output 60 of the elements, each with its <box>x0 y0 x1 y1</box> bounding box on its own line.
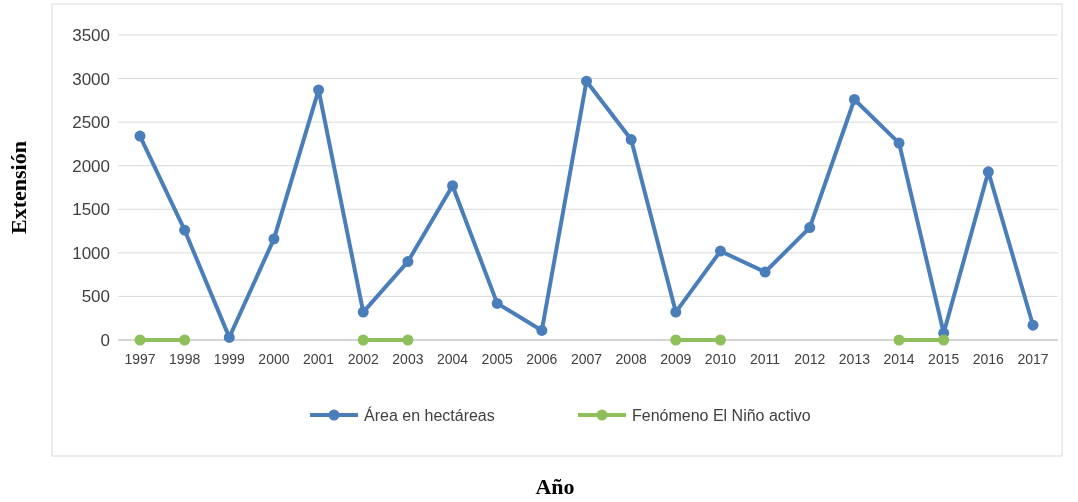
x-tick-label: 2013 <box>838 351 871 367</box>
point <box>357 306 369 318</box>
y-tick-label: 500 <box>81 287 110 307</box>
x-tick-label: 2012 <box>794 351 826 367</box>
point <box>357 334 369 346</box>
point <box>670 334 682 346</box>
x-tick-label: 2004 <box>436 351 469 367</box>
x-tick-label: 1997 <box>124 351 156 367</box>
point <box>938 334 950 346</box>
point <box>1027 319 1039 331</box>
point <box>982 166 994 178</box>
y-tick-label: 2500 <box>72 113 110 133</box>
y-tick-label: 3000 <box>72 69 110 89</box>
point <box>848 93 860 105</box>
x-tick-label: 1998 <box>169 351 201 367</box>
x-tick-label: 2010 <box>704 351 737 367</box>
point <box>536 324 548 336</box>
y-tick-label: 1000 <box>72 243 110 263</box>
x-tick-label: 2005 <box>481 351 513 367</box>
point <box>134 334 146 346</box>
x-axis-title: Año <box>535 474 575 499</box>
x-tick-label: 2008 <box>615 351 647 367</box>
point <box>625 134 637 146</box>
point <box>268 233 280 245</box>
x-tick-label: 2006 <box>526 351 558 367</box>
point <box>179 334 191 346</box>
point <box>670 306 682 318</box>
legend-label: Área en hectáreas <box>364 405 495 424</box>
point <box>893 137 905 149</box>
point <box>402 334 414 346</box>
x-tick-label: 2009 <box>660 351 692 367</box>
y-axis-title: Extensión <box>6 141 31 234</box>
y-tick-label: 2000 <box>72 156 110 176</box>
x-tick-label: 2003 <box>392 351 424 367</box>
x-tick-label: 2016 <box>972 351 1005 367</box>
point <box>313 84 325 96</box>
point <box>759 266 771 278</box>
y-tick-label: 0 <box>100 330 110 350</box>
point <box>714 245 726 257</box>
y-tick-label: 1500 <box>72 200 110 220</box>
legend-label: Fenómeno El Niño activo <box>632 406 811 424</box>
point <box>179 224 191 236</box>
x-tick-label: 2007 <box>570 351 603 367</box>
point <box>491 297 503 309</box>
point <box>447 180 459 192</box>
point <box>804 222 816 234</box>
x-tick-label: 2001 <box>303 351 335 367</box>
x-tick-label: 2017 <box>1017 351 1049 367</box>
x-tick-label: 2014 <box>883 351 915 367</box>
x-tick-label: 1999 <box>213 351 246 367</box>
x-tick-label: 2000 <box>258 351 290 367</box>
x-tick-label: 2002 <box>347 351 380 367</box>
point <box>402 256 414 268</box>
point <box>134 130 146 142</box>
x-tick-label: 2015 <box>928 351 960 367</box>
x-tick-label: 2011 <box>750 351 781 367</box>
point <box>714 334 726 346</box>
point <box>893 334 905 346</box>
y-tick-label: 3500 <box>72 25 110 45</box>
point <box>581 75 592 87</box>
